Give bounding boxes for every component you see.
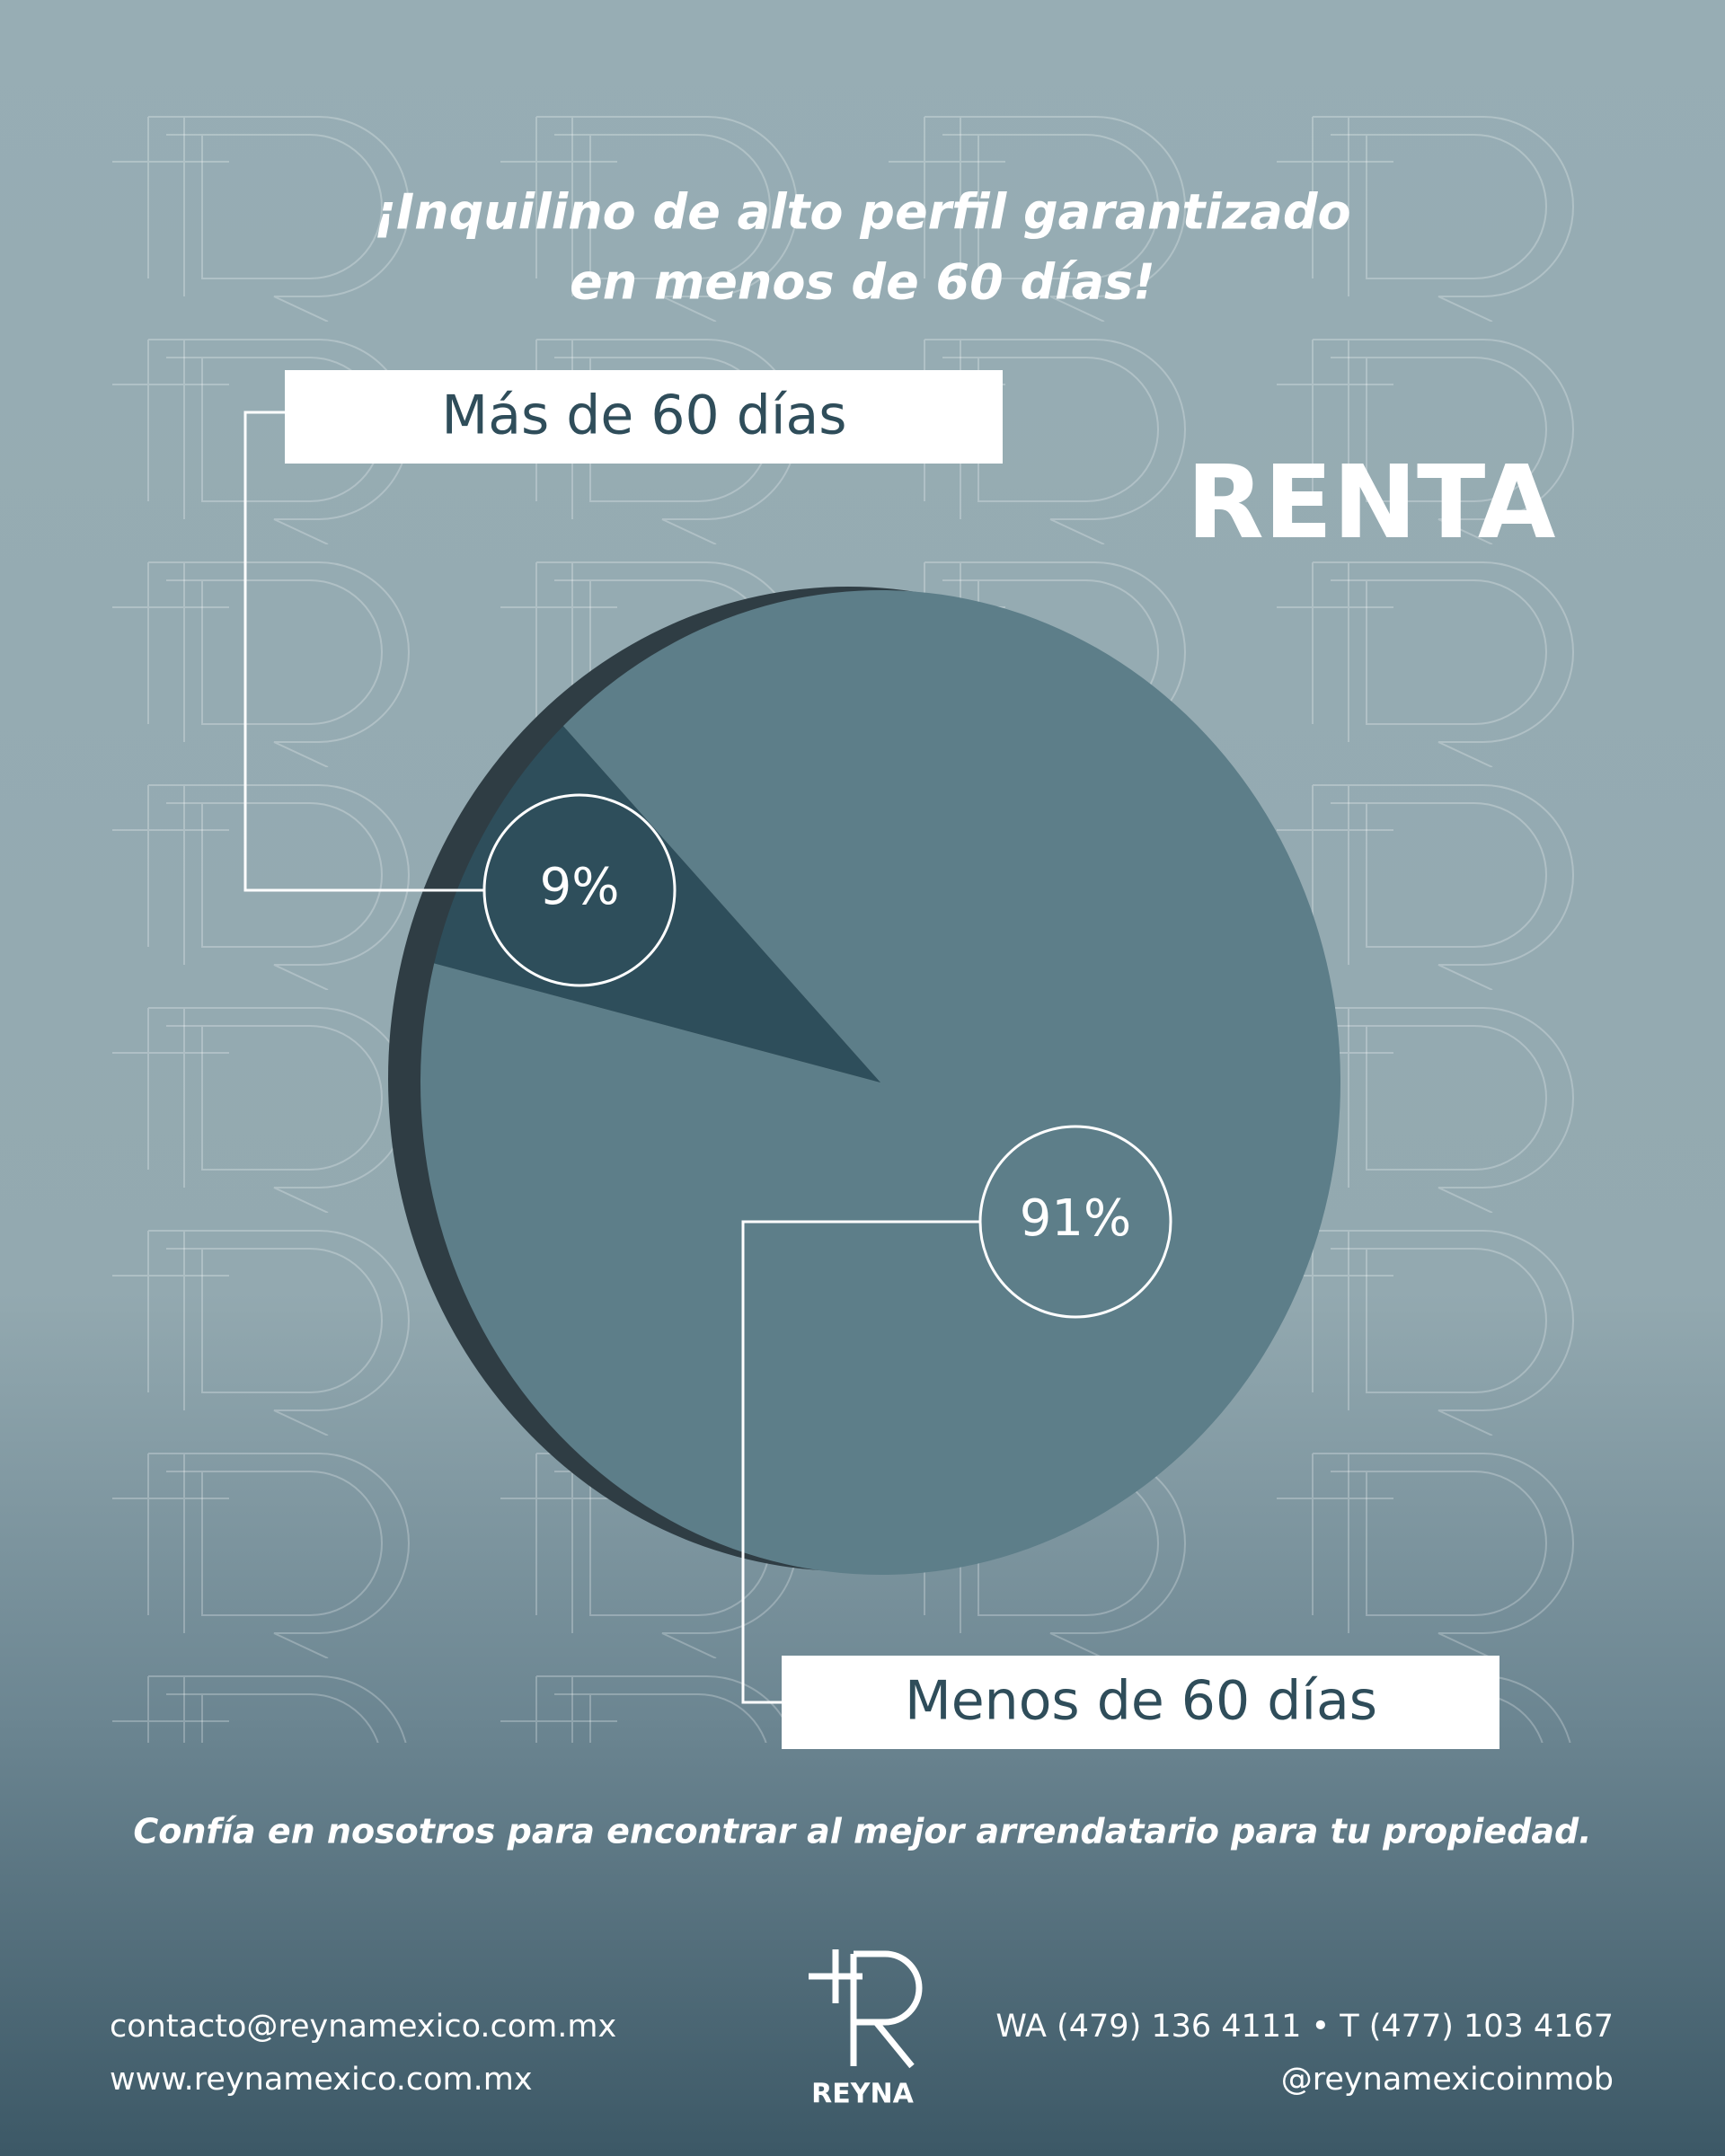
social: @reynamexicoinmob (1281, 2062, 1614, 2098)
tagline: Confía en nosotros para encontrar al mej… (133, 1812, 1591, 1851)
category-label: Más de 60 días (441, 384, 846, 447)
pie-slice (434, 726, 880, 1082)
category-box (782, 1656, 1499, 1749)
pie (388, 587, 1340, 1576)
phones: WA (479) 136 4111 • T (477) 103 4167 (995, 2009, 1614, 2045)
title-line: ¡Inquilino de alto perfil garantizado (374, 184, 1350, 241)
pie-slice (420, 590, 1340, 1576)
category-box (285, 370, 1003, 464)
label-circle (978, 1125, 1172, 1319)
category-label: Menos de 60 días (905, 1670, 1377, 1733)
logo-text: REYNA (811, 2079, 914, 2110)
value-label: 91% (1020, 1189, 1131, 1248)
subtitle: RENTA (1187, 445, 1556, 561)
title-line: en menos de 60 días! (570, 254, 1155, 311)
value-label: 9% (540, 858, 620, 916)
leader-line (741, 1220, 980, 1704)
label-circle (482, 793, 677, 987)
leader-line (243, 411, 484, 892)
website: www.reynamexico.com.mx (110, 2062, 533, 2098)
email: contacto@reynamexico.com.mx (110, 2009, 616, 2045)
logo (809, 1949, 923, 2069)
callouts: 9% Más de 60 días 91% Menos de 60 días (243, 370, 1499, 1749)
